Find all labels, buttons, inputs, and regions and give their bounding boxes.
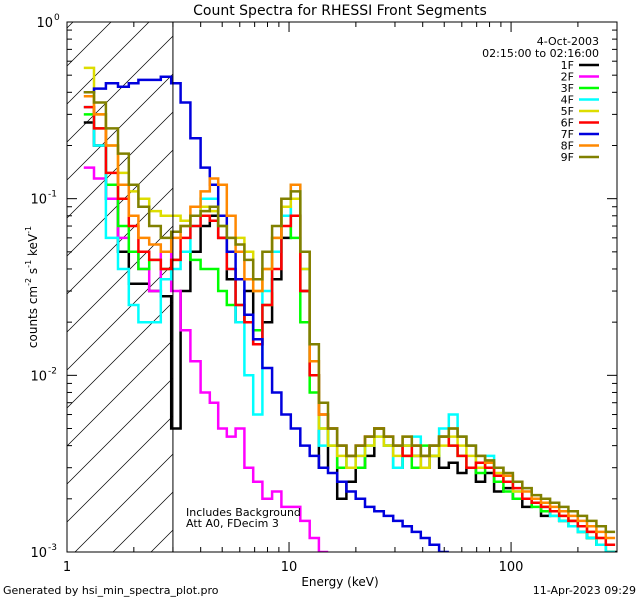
y-label-part: keV bbox=[26, 233, 40, 260]
y-tick-base: 10 bbox=[30, 193, 47, 208]
footer-timestamp: 11-Apr-2023 09:29 bbox=[533, 584, 636, 597]
hatch-line bbox=[67, 263, 173, 371]
y-tick-label-3: 10 -3 bbox=[30, 543, 57, 561]
series-line-8F bbox=[83, 94, 616, 540]
hatch-line bbox=[67, 377, 173, 485]
legend-label-8F: 8F bbox=[561, 140, 574, 153]
series-line-3F bbox=[83, 113, 616, 552]
series-line-4F bbox=[83, 105, 616, 552]
y-label-exp: -1 bbox=[24, 226, 33, 234]
series-line-1F bbox=[83, 121, 617, 552]
y-tick-base: 10 bbox=[30, 546, 47, 561]
legend-label-2F: 2F bbox=[561, 71, 574, 84]
hatch-line bbox=[74, 453, 173, 552]
y-tick-base: 10 bbox=[30, 369, 47, 384]
legend-label-1F: 1F bbox=[561, 59, 574, 72]
legend-label-3F: 3F bbox=[561, 82, 574, 95]
y-label-exp: -2 bbox=[24, 278, 33, 286]
x-tick-label-10: 10 bbox=[281, 560, 298, 575]
hatch-line bbox=[67, 301, 173, 409]
legend-label-6F: 6F bbox=[561, 117, 574, 130]
series-line-7F bbox=[83, 75, 449, 552]
hatch-line bbox=[67, 73, 173, 181]
tick-group bbox=[66, 21, 618, 553]
legend-time-range: 02:15:00 to 02:16:00 bbox=[482, 47, 599, 60]
y-tick-base: 10 bbox=[36, 16, 53, 31]
x-tick-label-1: 1 bbox=[63, 560, 71, 575]
y-tick-label-0: 10 0 bbox=[36, 13, 60, 31]
y-label-exp: -1 bbox=[24, 260, 33, 268]
legend-label-4F: 4F bbox=[561, 94, 574, 107]
series-line-5F bbox=[83, 66, 616, 546]
y-axis-label: counts cm-2 s-1 keV-1 bbox=[24, 226, 40, 348]
hatch-line bbox=[67, 187, 173, 295]
y-tick-exp: -3 bbox=[48, 543, 57, 553]
x-axis-label: Energy (keV) bbox=[301, 575, 378, 589]
y-tick-exp: -1 bbox=[48, 190, 57, 200]
hatch-line bbox=[67, 22, 150, 105]
x-tick-label-100: 100 bbox=[499, 560, 524, 575]
annotation-attenuator: Att A0, FDecim 3 bbox=[186, 517, 279, 530]
hatch-line bbox=[67, 149, 173, 257]
plot-frame bbox=[66, 21, 618, 553]
hatch-line bbox=[67, 415, 173, 523]
y-tick-exp: -2 bbox=[48, 366, 57, 376]
y-tick-exp: 0 bbox=[54, 13, 60, 23]
hatch-line bbox=[67, 225, 173, 333]
series-line-9F bbox=[83, 91, 616, 534]
y-tick-label-2: 10 -2 bbox=[30, 366, 57, 384]
y-label-part: s bbox=[26, 268, 40, 278]
legend-label-5F: 5F bbox=[561, 105, 574, 118]
annotation-background: Includes Background bbox=[186, 506, 301, 519]
footer-generated-by: Generated by hsi_min_spectra_plot.pro bbox=[3, 584, 219, 597]
legend-label-9F: 9F bbox=[561, 151, 574, 164]
y-label-part: counts cm bbox=[26, 286, 40, 348]
series-group bbox=[83, 66, 617, 552]
legend-label-7F: 7F bbox=[561, 128, 574, 141]
legend-date: 4-Oct-2003 bbox=[537, 35, 599, 48]
y-tick-label-1: 10 -1 bbox=[30, 190, 57, 208]
series-line-6F bbox=[83, 105, 616, 546]
chart-title: Count Spectra for RHESSI Front Segments bbox=[193, 3, 487, 19]
hatch-line bbox=[67, 35, 173, 143]
